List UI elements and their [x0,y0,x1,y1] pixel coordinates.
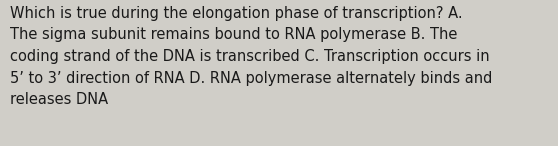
Text: Which is true during the elongation phase of transcription? A.
The sigma subunit: Which is true during the elongation phas… [10,6,492,107]
